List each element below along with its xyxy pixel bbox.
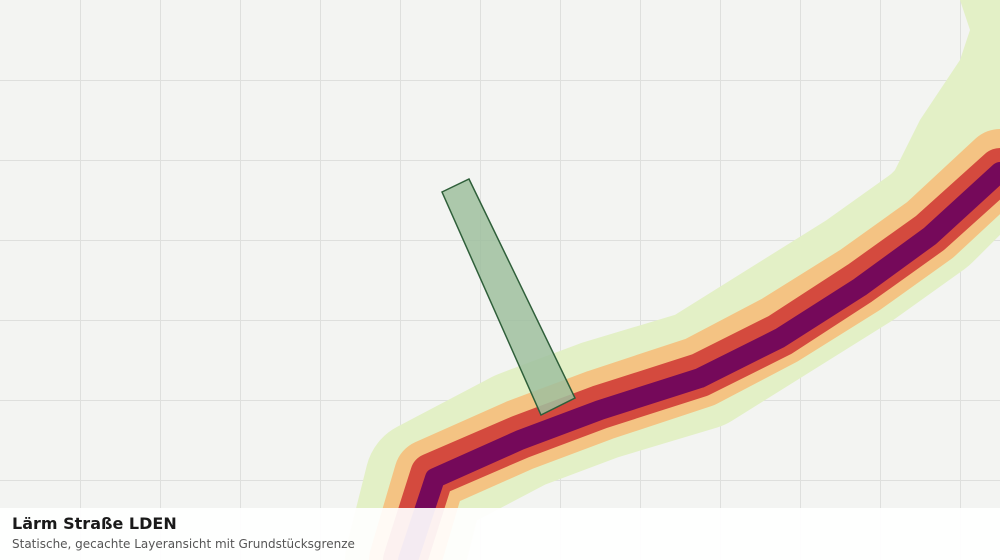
map-subtitle: Statische, gecachte Layeransicht mit Gru… (12, 537, 355, 551)
map-title: Lärm Straße LDEN (12, 514, 177, 533)
info-panel: Lärm Straße LDEN Statische, gecachte Lay… (0, 508, 1000, 560)
parcel-boundary[interactable] (441, 177, 576, 417)
noise-band-very-high (398, 162, 1000, 560)
noise-layer (345, 0, 1000, 560)
